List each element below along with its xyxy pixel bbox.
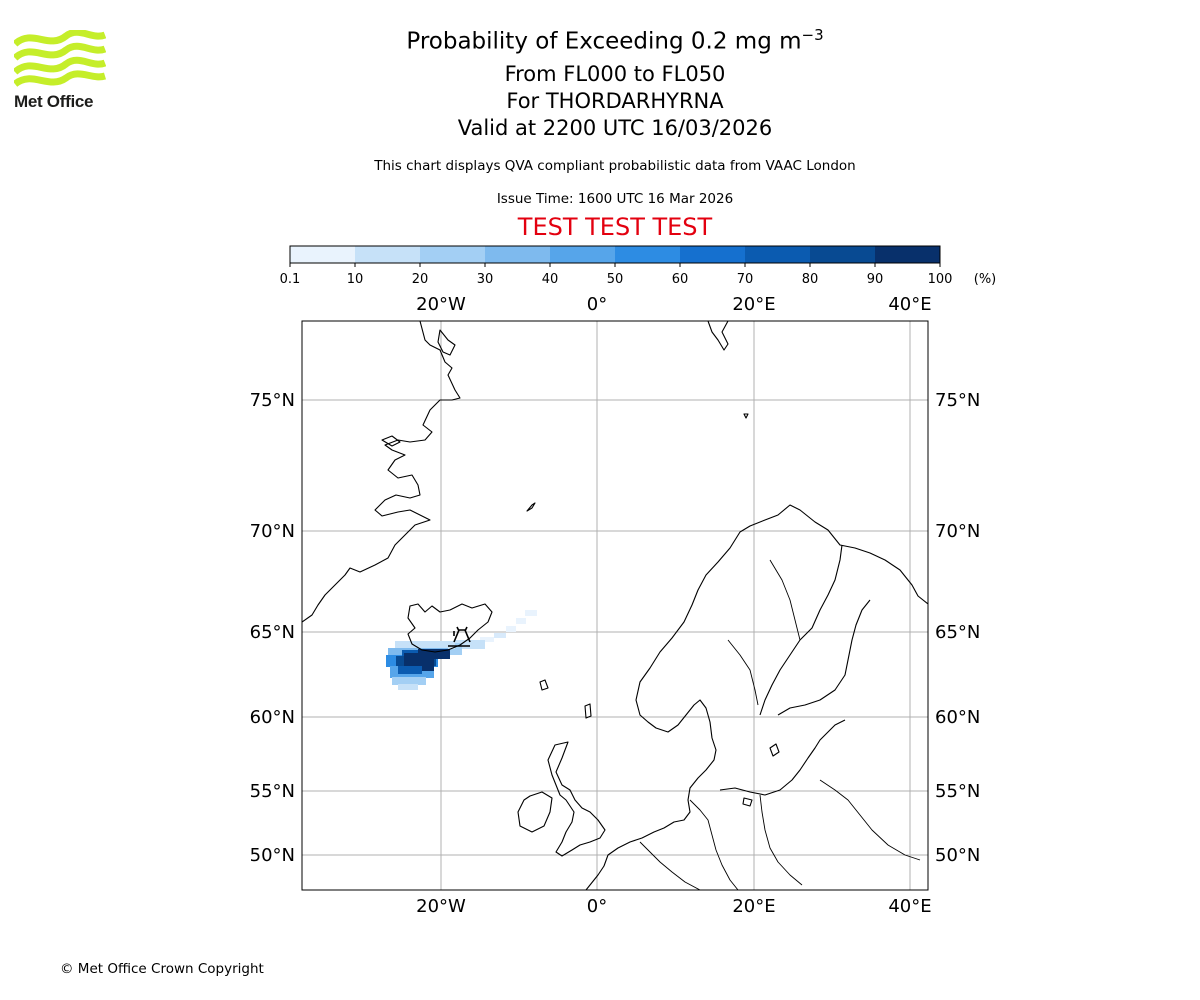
colorbar-tick-label: 70 [737, 272, 754, 287]
volcano-icon [448, 626, 471, 647]
lat-label: 65°N [935, 622, 980, 643]
chart-description: This chart displays QVA compliant probab… [374, 158, 856, 174]
valid-time: Valid at 2200 UTC 16/03/2026 [457, 116, 773, 140]
chart-title: Probability of Exceeding 0.2 mg m−3 [406, 26, 824, 55]
lon-labels-bottom: 20°W 0° 20°E 40°E [416, 896, 931, 917]
lat-label: 50°N [250, 845, 295, 866]
lat-label: 60°N [250, 707, 295, 728]
colorbar-segment [420, 246, 485, 263]
lon-label: 0° [587, 896, 607, 917]
lat-label: 65°N [250, 622, 295, 643]
colorbar-segment [355, 246, 420, 263]
colorbar-segment [745, 246, 810, 263]
coastlines [302, 321, 928, 890]
colorbar-segment [680, 246, 745, 263]
lon-label: 40°E [888, 896, 931, 917]
colorbar-tick-label: 30 [477, 272, 494, 287]
lat-labels-left: 75°N 70°N 65°N 60°N 55°N 50°N [250, 390, 295, 866]
lat-label: 75°N [935, 390, 980, 411]
colorbar-tick-label: 0.1 [280, 272, 301, 287]
map-background [302, 321, 928, 890]
colorbar-segment [550, 246, 615, 263]
colorbar-tick-label: 40 [542, 272, 559, 287]
lon-label: 0° [587, 294, 607, 315]
map-frame [301, 320, 929, 891]
colorbar-tick-label: 10 [347, 272, 364, 287]
copyright: © Met Office Crown Copyright [60, 961, 264, 977]
lon-label: 20°W [416, 294, 466, 315]
lat-label: 55°N [935, 781, 980, 802]
colorbar-tick-label: 60 [672, 272, 689, 287]
colorbar [289, 245, 941, 264]
lat-label: 70°N [935, 521, 980, 542]
colorbar-ticks: 0.1 10 20 30 40 50 60 70 80 90 100 [280, 263, 953, 287]
lat-label: 70°N [250, 521, 295, 542]
colorbar-segment [875, 246, 940, 263]
colorbar-segment [290, 246, 355, 263]
colorbar-tick-label: 50 [607, 272, 624, 287]
colorbar-tick-label: 20 [412, 272, 429, 287]
met-office-wave-icon [12, 28, 107, 87]
volcano-name: For THORDARHYRNA [506, 89, 724, 113]
colorbar-segment [615, 246, 680, 263]
lon-label: 20°E [732, 294, 775, 315]
lat-label: 75°N [250, 390, 295, 411]
colorbar-segment [485, 246, 550, 263]
lat-labels-right: 75°N 70°N 65°N 60°N 55°N 50°N [935, 390, 980, 866]
ash-plume [386, 610, 537, 690]
colorbar-tick-label: 90 [867, 272, 884, 287]
lon-label: 20°E [732, 896, 775, 917]
lat-label: 55°N [250, 781, 295, 802]
logo-wordmark: Met Office [14, 92, 94, 111]
lon-label: 40°E [888, 294, 931, 315]
met-office-logo: Met Office [12, 28, 107, 112]
colorbar-tick-label: 80 [802, 272, 819, 287]
issue-time: Issue Time: 1600 UTC 16 Mar 2026 [496, 191, 734, 207]
test-banner: TEST TEST TEST [517, 213, 713, 241]
lon-label: 20°W [416, 896, 466, 917]
colorbar-segment [810, 246, 875, 263]
lat-label: 60°N [935, 707, 980, 728]
lon-labels-top: 20°W 0° 20°E 40°E [416, 294, 931, 315]
colorbar-tick-label: 100 [928, 272, 953, 287]
lat-label: 50°N [935, 845, 980, 866]
gridlines [302, 321, 928, 890]
colorbar-unit: (%) [974, 272, 997, 287]
flight-levels: From FL000 to FL050 [504, 62, 726, 86]
